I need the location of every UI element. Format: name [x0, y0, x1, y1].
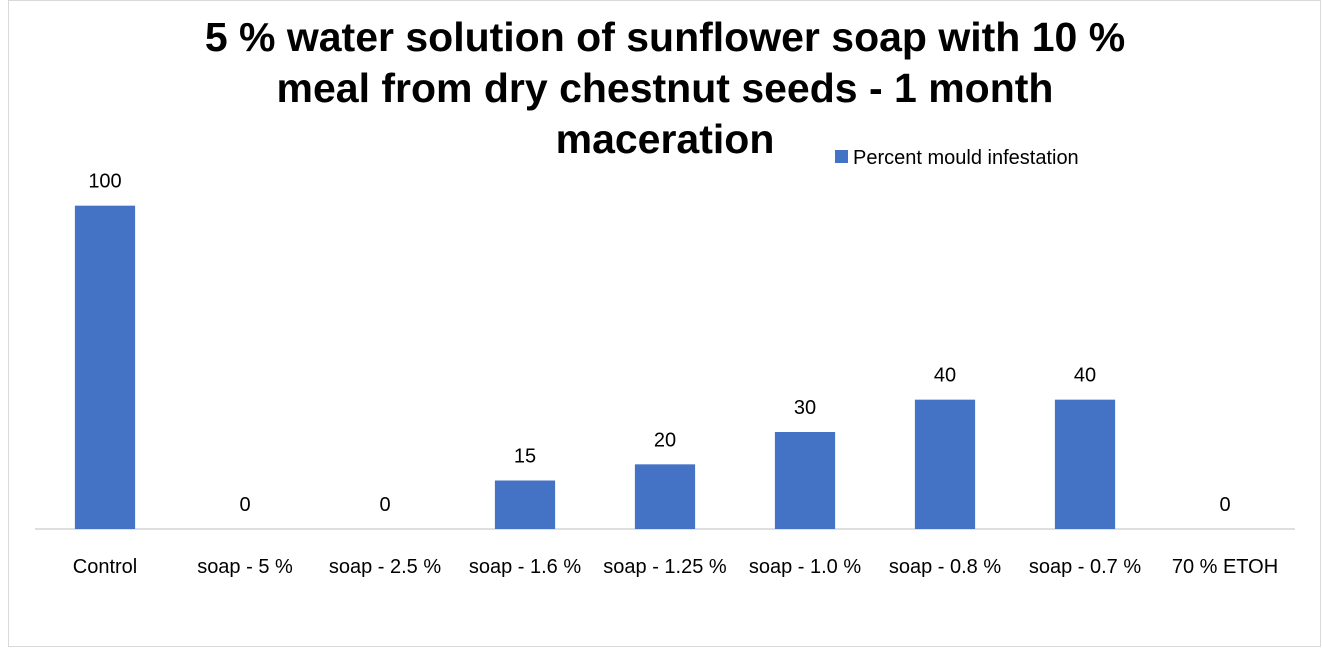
x-tick-label: soap - 2.5 %: [329, 556, 442, 578]
x-tick-label: soap - 1.25 %: [603, 556, 727, 578]
legend-swatch: [835, 150, 848, 163]
data-label: 100: [88, 171, 121, 193]
data-label: 40: [934, 365, 956, 387]
data-label: 40: [1074, 365, 1096, 387]
data-label: 0: [379, 494, 390, 516]
data-label: 30: [794, 397, 816, 419]
bar: [74, 205, 136, 529]
x-tick-label: Control: [73, 556, 137, 578]
chart-title: 5 % water solution of sunflower soap wit…: [204, 14, 1126, 162]
data-label: 0: [1219, 494, 1230, 516]
x-tick-label: 70 % ETOH: [1172, 556, 1278, 578]
x-tick-label: soap - 1.6 %: [469, 556, 582, 578]
data-label: 15: [514, 446, 536, 468]
data-label: 0: [239, 494, 250, 516]
x-tick-label: soap - 5 %: [197, 556, 293, 578]
chart-border: [8, 0, 1321, 647]
data-label: 20: [654, 429, 676, 451]
bar: [1054, 399, 1116, 529]
x-tick-label: soap - 0.7 %: [1029, 556, 1142, 578]
bar: [774, 432, 836, 529]
x-tick-label: soap - 0.8 %: [889, 556, 1002, 578]
legend-label: Percent mould infestation: [853, 147, 1079, 169]
bar: [494, 480, 556, 529]
bar: [634, 464, 696, 529]
x-tick-label: soap - 1.0 %: [749, 556, 862, 578]
bar: [914, 399, 976, 529]
